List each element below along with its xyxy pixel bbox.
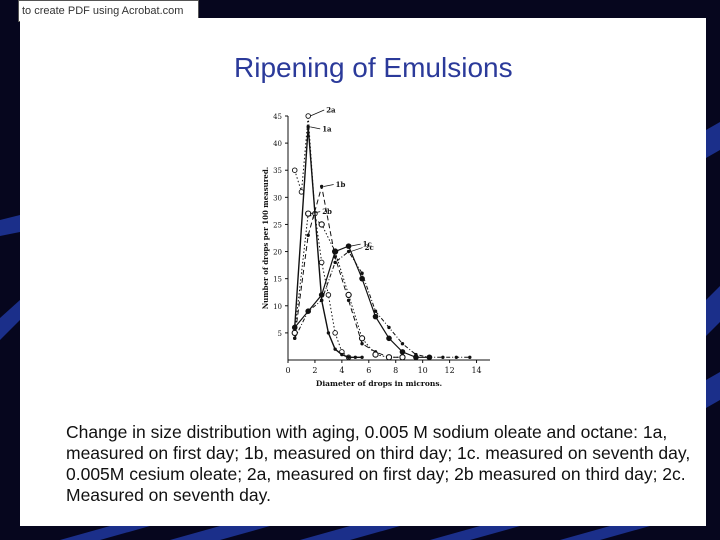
data-point-1b [306,233,310,237]
y-tick-label: 30 [273,194,282,202]
slide-caption: Change in size distribution with aging, … [66,422,691,505]
data-point-1a [346,355,351,359]
data-point-2c [306,309,310,313]
data-point-1a [353,355,358,359]
data-point-2a [318,259,325,266]
data-point-1c [345,243,352,249]
data-point-2c [346,249,351,254]
series-label-2c: 2c [365,243,374,252]
series-line-1b [294,186,403,358]
data-point-1c [386,335,392,342]
x-tick-label: 8 [393,366,398,375]
series-leader-1b [323,184,334,187]
x-tick-label: 12 [445,366,455,375]
series-leader-1a [310,126,321,130]
x-tick-label: 4 [339,366,344,375]
series-line-2b [294,212,403,358]
y-tick-label: 10 [273,303,282,311]
series-leader-2c [350,247,363,252]
data-point-2c [333,260,337,265]
x-tick-label: 14 [471,366,481,375]
data-point-2a [291,167,298,173]
series-leader-2a [310,109,325,117]
data-point-2a [305,113,311,119]
data-point-1c [332,248,338,255]
data-point-1a [360,355,364,359]
series-leader-1c [350,243,361,247]
data-point-2a [325,292,332,298]
y-tick-label: 15 [273,276,282,284]
data-point-2c [468,355,472,359]
data-point-1c [318,292,325,298]
data-point-1a [340,352,344,357]
data-point-2b [345,291,352,299]
series-label-2a: 2a [326,106,336,115]
data-point-2c [373,309,378,313]
watermark-label: to create PDF using Acrobat.com [18,0,199,22]
data-point-2b [385,354,393,361]
x-axis-label: Diameter of drops in microns. [316,379,442,388]
data-point-2b [399,354,406,361]
data-point-1c [359,275,365,282]
y-tick-label: 25 [273,221,282,229]
data-point-2c [293,336,297,341]
series-label-1a: 1a [322,124,332,133]
y-tick-label: 35 [273,167,282,175]
data-point-2c [414,352,418,357]
y-tick-label: 40 [273,140,282,148]
y-axis-label: Number of drops per 100 measured. [261,167,270,309]
y-tick-label: 20 [273,249,282,257]
data-point-2c [387,325,391,330]
series-label-2b: 2b [322,207,332,216]
data-point-1c [399,349,406,355]
data-point-1a [333,347,337,351]
data-point-2b [358,335,366,342]
y-tick-label: 5 [278,330,282,338]
data-point-1c [413,354,419,361]
data-point-2c [319,298,324,303]
data-point-1a [306,125,310,129]
data-point-2c [441,355,445,359]
data-point-1a [326,331,331,335]
series-label-1b: 1b [336,180,346,189]
data-point-2c [454,355,459,359]
data-point-2b [291,329,298,337]
x-tick-label: 10 [418,366,428,375]
x-tick-label: 2 [312,366,317,375]
data-point-1c [291,324,298,331]
data-point-2b [318,221,325,228]
data-point-2c [360,271,364,275]
x-tick-label: 0 [285,366,290,375]
slide-title: Ripening of Emulsions [234,52,513,83]
data-point-2b [372,351,379,358]
series-line-2c [294,250,470,358]
series-leader-2b [310,211,321,214]
data-point-1b [319,184,324,189]
x-tick-label: 6 [366,366,371,375]
series-label-1c: 1c [363,240,372,249]
y-tick-label: 45 [273,113,282,121]
data-point-2a [332,330,338,336]
data-point-2b [305,210,312,217]
data-point-2c [427,355,432,359]
data-point-1b [346,298,351,303]
emulsion-size-chart: 0 2 4 6 8 10 12 14 5 10 15 20 25 30 35 40 45 Diameter of … [261,106,490,388]
series-line-2a [294,115,349,358]
data-point-2c [400,342,405,346]
data-point-1c [372,313,379,320]
data-point-1b [360,342,364,346]
